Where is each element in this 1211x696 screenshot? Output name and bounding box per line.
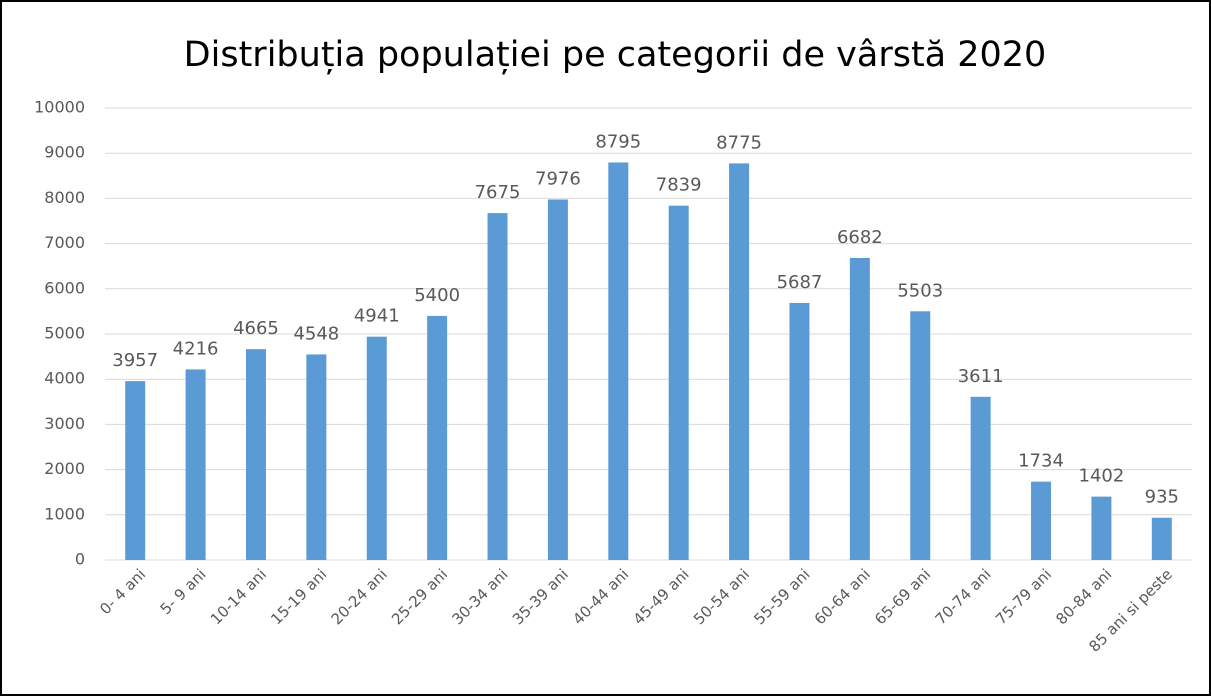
y-tick-label: 10000 (34, 98, 85, 117)
bar (427, 315, 448, 560)
y-tick-label: 0 (75, 550, 85, 569)
y-tick-label: 9000 (44, 143, 85, 162)
data-label: 1402 (1079, 466, 1125, 487)
data-label: 5503 (897, 280, 943, 301)
y-tick-label: 6000 (44, 278, 85, 297)
bar (185, 369, 206, 560)
bar (547, 199, 568, 560)
data-label: 3611 (958, 366, 1004, 387)
data-label: 8795 (595, 131, 641, 152)
bar (366, 336, 387, 560)
y-tick-label: 3000 (44, 414, 85, 433)
bar (608, 162, 629, 560)
data-label: 935 (1145, 487, 1179, 508)
data-label: 7839 (656, 175, 702, 196)
bar (245, 349, 266, 560)
bar (1031, 481, 1052, 560)
data-label: 4665 (233, 318, 279, 339)
bar (789, 302, 810, 560)
bar (849, 257, 870, 560)
data-label: 7675 (475, 182, 521, 203)
chart-title: Distribuția populației pe categorii de v… (184, 35, 1047, 75)
data-label: 5687 (777, 272, 823, 293)
bar (125, 381, 146, 560)
data-label: 4548 (293, 323, 339, 344)
data-label: 1734 (1018, 451, 1064, 472)
y-tick-label: 1000 (44, 504, 85, 523)
data-label: 5400 (414, 285, 460, 306)
data-label: 4216 (173, 338, 219, 359)
bar (910, 311, 931, 560)
y-tick-label: 8000 (44, 188, 85, 207)
bar (1091, 496, 1112, 560)
bar (487, 213, 508, 560)
bar (729, 163, 750, 560)
y-tick-label: 2000 (44, 459, 85, 478)
data-label: 3957 (112, 350, 158, 371)
bar (970, 396, 991, 560)
data-label: 8775 (716, 132, 762, 153)
bar (306, 354, 327, 560)
bar (1151, 517, 1172, 560)
data-label: 7976 (535, 168, 581, 189)
y-tick-label: 7000 (44, 233, 85, 252)
y-tick-label: 4000 (44, 369, 85, 388)
data-label: 4941 (354, 306, 400, 327)
data-label: 6682 (837, 227, 883, 248)
y-tick-label: 5000 (44, 324, 85, 343)
bar (668, 205, 689, 561)
